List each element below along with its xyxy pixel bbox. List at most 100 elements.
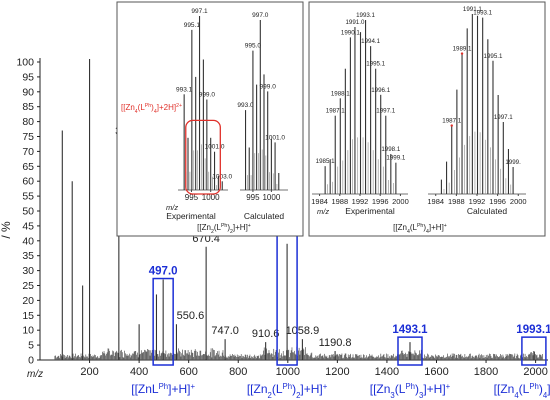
y-tick-label: 0 xyxy=(28,355,34,367)
inset-peak-label: 1003.0 xyxy=(212,173,232,180)
x-tick-label: 1200 xyxy=(325,366,349,378)
inset-peak-label: 1989.1 xyxy=(453,46,472,53)
inset-peak-label: 1987.1 xyxy=(326,108,345,115)
y-tick-label: 5 xyxy=(28,340,34,352)
y-tick-label: 70 xyxy=(22,146,34,158)
highlight-peak-label: 1993.1 xyxy=(516,324,550,336)
inset-frame xyxy=(116,1,304,237)
x-tick-label: 1800 xyxy=(474,366,498,378)
peak-label: 550.6 xyxy=(177,310,205,322)
inset-peak-label: 1001.0 xyxy=(265,134,285,141)
inset-x-tick-label: 1000 xyxy=(202,193,220,202)
inset-peak-label: 995.0 xyxy=(245,43,262,50)
x-tick-label: 1000 xyxy=(276,366,300,378)
y-tick-label: 20 xyxy=(22,295,34,307)
inset-x-tick-label: 1988 xyxy=(448,197,465,206)
inset-mz-label: m/z xyxy=(166,203,178,212)
inset-peak-label: 1997.1 xyxy=(376,108,395,115)
inset-peak-label: 1995.1 xyxy=(366,61,385,68)
y-axis-label: / % xyxy=(0,221,13,239)
inset-peak-label: 999.0 xyxy=(199,92,216,99)
y-tick-label: 45 xyxy=(22,220,34,232)
y-tick-label: 100 xyxy=(16,57,34,69)
y-tick-label: 65 xyxy=(22,161,34,173)
inset-peak-label: 1995.1 xyxy=(484,53,503,60)
inset-peak-label: 1990.1 xyxy=(341,29,360,36)
inset-tetramer-isotope: 1984 1988 1992 1996 20001985.11987.11988.119… xyxy=(308,1,546,237)
inset-x-tick-label: 2000 xyxy=(510,197,527,206)
inset-x-tick-label: 1000 xyxy=(262,193,280,202)
inset-dimer-isotope: 995 1000993.1995.1997.1999.01001.01003.0m… xyxy=(116,1,304,237)
inset-peak-label: 1987.1 xyxy=(442,118,461,125)
inset-x-tick-label: 1984 xyxy=(427,197,444,206)
x-tick-label: 1400 xyxy=(375,366,399,378)
y-tick-label: 95 xyxy=(22,71,34,83)
inset-panel-name: Experimental xyxy=(166,211,216,221)
highlight-box xyxy=(521,336,547,366)
x-axis-label: m/z xyxy=(27,369,43,380)
inset-red-marker xyxy=(450,124,453,127)
y-tick-label: 30 xyxy=(22,265,34,277)
x-tick-label: 200 xyxy=(80,366,98,378)
inset-x-tick-label: 1996 xyxy=(489,197,506,206)
inset-mz-label: m/z xyxy=(317,207,329,216)
y-tick-label: 35 xyxy=(22,250,34,262)
inset-frame xyxy=(308,1,546,237)
inset-peak-label: 1993.1 xyxy=(473,10,492,17)
y-tick-label: 50 xyxy=(22,206,34,218)
peak-label: 1190.8 xyxy=(319,337,352,349)
inset-peak-label: 1988.1 xyxy=(331,90,350,97)
inset-x-tick-label: 995 xyxy=(246,193,260,202)
inset-peak-label: 1997.1 xyxy=(494,114,513,121)
inset-x-tick-label: 995 xyxy=(185,193,199,202)
inset-annotation-text: [[Zn4(LPh)4]+2H]2+ xyxy=(121,103,182,115)
peak-label: 747.0 xyxy=(211,325,239,337)
x-tick-label: 800 xyxy=(229,366,247,378)
highlight-peak-label: 1493.1 xyxy=(392,324,428,336)
inset-peak-label: 1991.1 xyxy=(463,6,482,13)
inset-panel-name: Calculated xyxy=(244,211,284,221)
peak-label: 910.6 xyxy=(252,328,280,340)
inset-x-tick-label: 1992 xyxy=(469,197,486,206)
inset-peak-label: 1993.1 xyxy=(356,12,375,19)
x-tick-label: 2000 xyxy=(523,366,547,378)
y-tick-label: 40 xyxy=(22,235,34,247)
inset-peak-label: 1998.1 xyxy=(381,146,400,153)
inset-peak-label: 995.1 xyxy=(184,22,201,29)
inset-annotation-box xyxy=(185,119,221,195)
x-tick-label: 400 xyxy=(130,366,148,378)
inset-x-tick-label: 1992 xyxy=(352,197,369,206)
inset-peak-label: 997.1 xyxy=(191,8,208,15)
peak-assignment: [[Zn3(LPh)3]+H]+ xyxy=(370,382,451,400)
inset-x-tick-label: 2000 xyxy=(392,197,409,206)
inset-peak-label: 1996.1 xyxy=(371,87,390,94)
inset-peak-label: 1994.1 xyxy=(361,38,380,45)
inset-peak-label: 1999.1 xyxy=(386,155,405,162)
inset-peak-label: 1985.1 xyxy=(316,158,335,165)
highlight-box xyxy=(152,277,174,366)
y-tick-label: 80 xyxy=(22,116,34,128)
inset-x-tick-label: 1988 xyxy=(331,197,348,206)
main-axes: 0 5 10 15 20 25 30 35 40 45 50 55 60 65 70 75 80 85 90 95 10… xyxy=(16,57,548,378)
inset-peak-label: 1991.0 xyxy=(345,19,364,26)
inset-caption: [[Zn4(LPh)4]+H]+ xyxy=(393,223,447,235)
y-tick-label: 25 xyxy=(22,280,34,292)
inset-peak-label: 993.1 xyxy=(176,86,193,93)
inset-x-tick-label: 1984 xyxy=(311,197,328,206)
inset-peak-label: 993.0 xyxy=(237,102,254,109)
inset-caption: [[Zn2(LPh)2]+H]+ xyxy=(197,223,251,235)
x-tick-label: 1600 xyxy=(424,366,448,378)
highlight-peak-label: 497.0 xyxy=(149,266,178,278)
inset-red-marker xyxy=(460,52,464,55)
peak-assignment: [[Zn2(LPh)2]+H]+ xyxy=(247,382,328,400)
y-tick-label: 60 xyxy=(22,176,34,188)
peak-assignment: [[ZnLPh]+H]+ xyxy=(131,382,195,397)
inset-panel-name: Calculated xyxy=(467,206,507,216)
y-tick-label: 10 xyxy=(22,325,34,337)
y-tick-label: 15 xyxy=(22,310,34,322)
inset-peak-label: 999.0 xyxy=(260,83,277,90)
inset-peak-label: 1999. xyxy=(505,159,521,166)
highlighted-peaks: 497.0[[ZnLPh]+H]+997.1[[Zn2(LPh)2]+H]+14… xyxy=(131,220,550,400)
y-tick-label: 55 xyxy=(22,191,34,203)
